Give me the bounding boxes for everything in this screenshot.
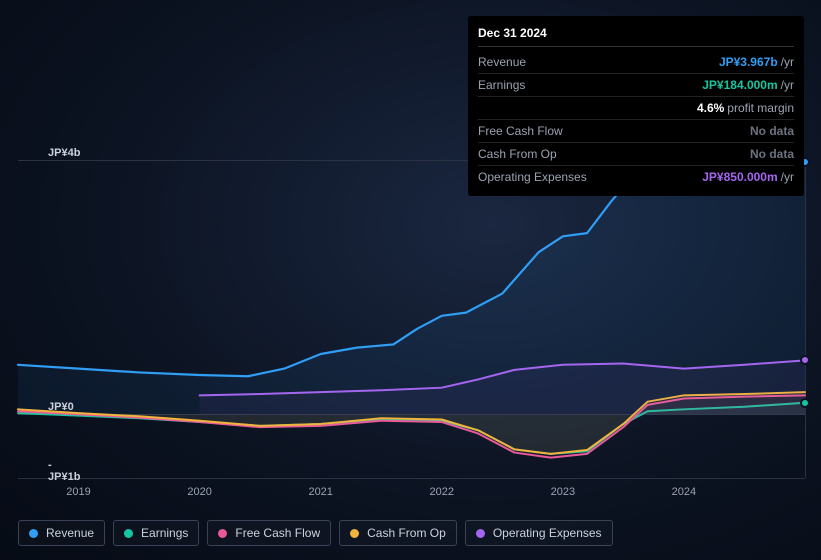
tooltip-row-label: Cash From Op: [478, 145, 557, 163]
gridline: [18, 478, 805, 479]
chart-tooltip: Dec 31 2024 Revenue JP¥3.967b/yr Earnings J…: [468, 16, 804, 196]
tooltip-row: Earnings JP¥184.000m/yr: [478, 74, 794, 97]
x-axis-label: 2023: [551, 486, 575, 498]
legend-item[interactable]: Earnings: [113, 520, 199, 546]
x-axis-label: 2019: [66, 486, 90, 498]
legend-item[interactable]: Operating Expenses: [465, 520, 613, 546]
tooltip-row-label: Revenue: [478, 53, 526, 71]
series-marker: [800, 398, 810, 408]
tooltip-row-value: JP¥3.967b/yr: [719, 53, 794, 71]
legend-swatch: [124, 529, 133, 538]
plot-area[interactable]: [18, 160, 805, 478]
legend-label: Operating Expenses: [493, 526, 602, 540]
tooltip-row: Cash From Op No data: [478, 143, 794, 166]
cursor-line: [805, 160, 806, 478]
x-axis-label: 2021: [308, 486, 332, 498]
tooltip-row: 4.6%profit margin: [478, 97, 794, 120]
legend-item[interactable]: Free Cash Flow: [207, 520, 331, 546]
legend-item[interactable]: Cash From Op: [339, 520, 457, 546]
tooltip-row-value: No data: [750, 122, 794, 140]
tooltip-row: Free Cash Flow No data: [478, 120, 794, 143]
tooltip-row-value: 4.6%profit margin: [697, 99, 794, 117]
legend-swatch: [350, 529, 359, 538]
x-axis-label: 2024: [672, 486, 696, 498]
tooltip-row: Operating Expenses JP¥850.000m/yr: [478, 166, 794, 188]
legend-label: Free Cash Flow: [235, 526, 320, 540]
legend-label: Earnings: [141, 526, 188, 540]
legend-swatch: [476, 529, 485, 538]
x-axis-label: 2020: [187, 486, 211, 498]
legend-swatch: [218, 529, 227, 538]
legend-label: Cash From Op: [367, 526, 446, 540]
tooltip-row-value: JP¥850.000m/yr: [702, 168, 794, 186]
tooltip-row-value: No data: [750, 145, 794, 163]
legend-swatch: [29, 529, 38, 538]
series-marker: [800, 355, 810, 365]
financial-chart: Dec 31 2024 Revenue JP¥3.967b/yr Earnings J…: [0, 0, 821, 560]
tooltip-row: Revenue JP¥3.967b/yr: [478, 51, 794, 74]
tooltip-row-label: Operating Expenses: [478, 168, 587, 186]
tooltip-row-label: Free Cash Flow: [478, 122, 563, 140]
tooltip-row-label: Earnings: [478, 76, 525, 94]
legend-label: Revenue: [46, 526, 94, 540]
tooltip-row-value: JP¥184.000m/yr: [702, 76, 794, 94]
legend-item[interactable]: Revenue: [18, 520, 105, 546]
x-axis-label: 2022: [430, 486, 454, 498]
tooltip-date: Dec 31 2024: [478, 24, 794, 47]
chart-legend: Revenue Earnings Free Cash Flow Cash From O…: [18, 520, 613, 546]
